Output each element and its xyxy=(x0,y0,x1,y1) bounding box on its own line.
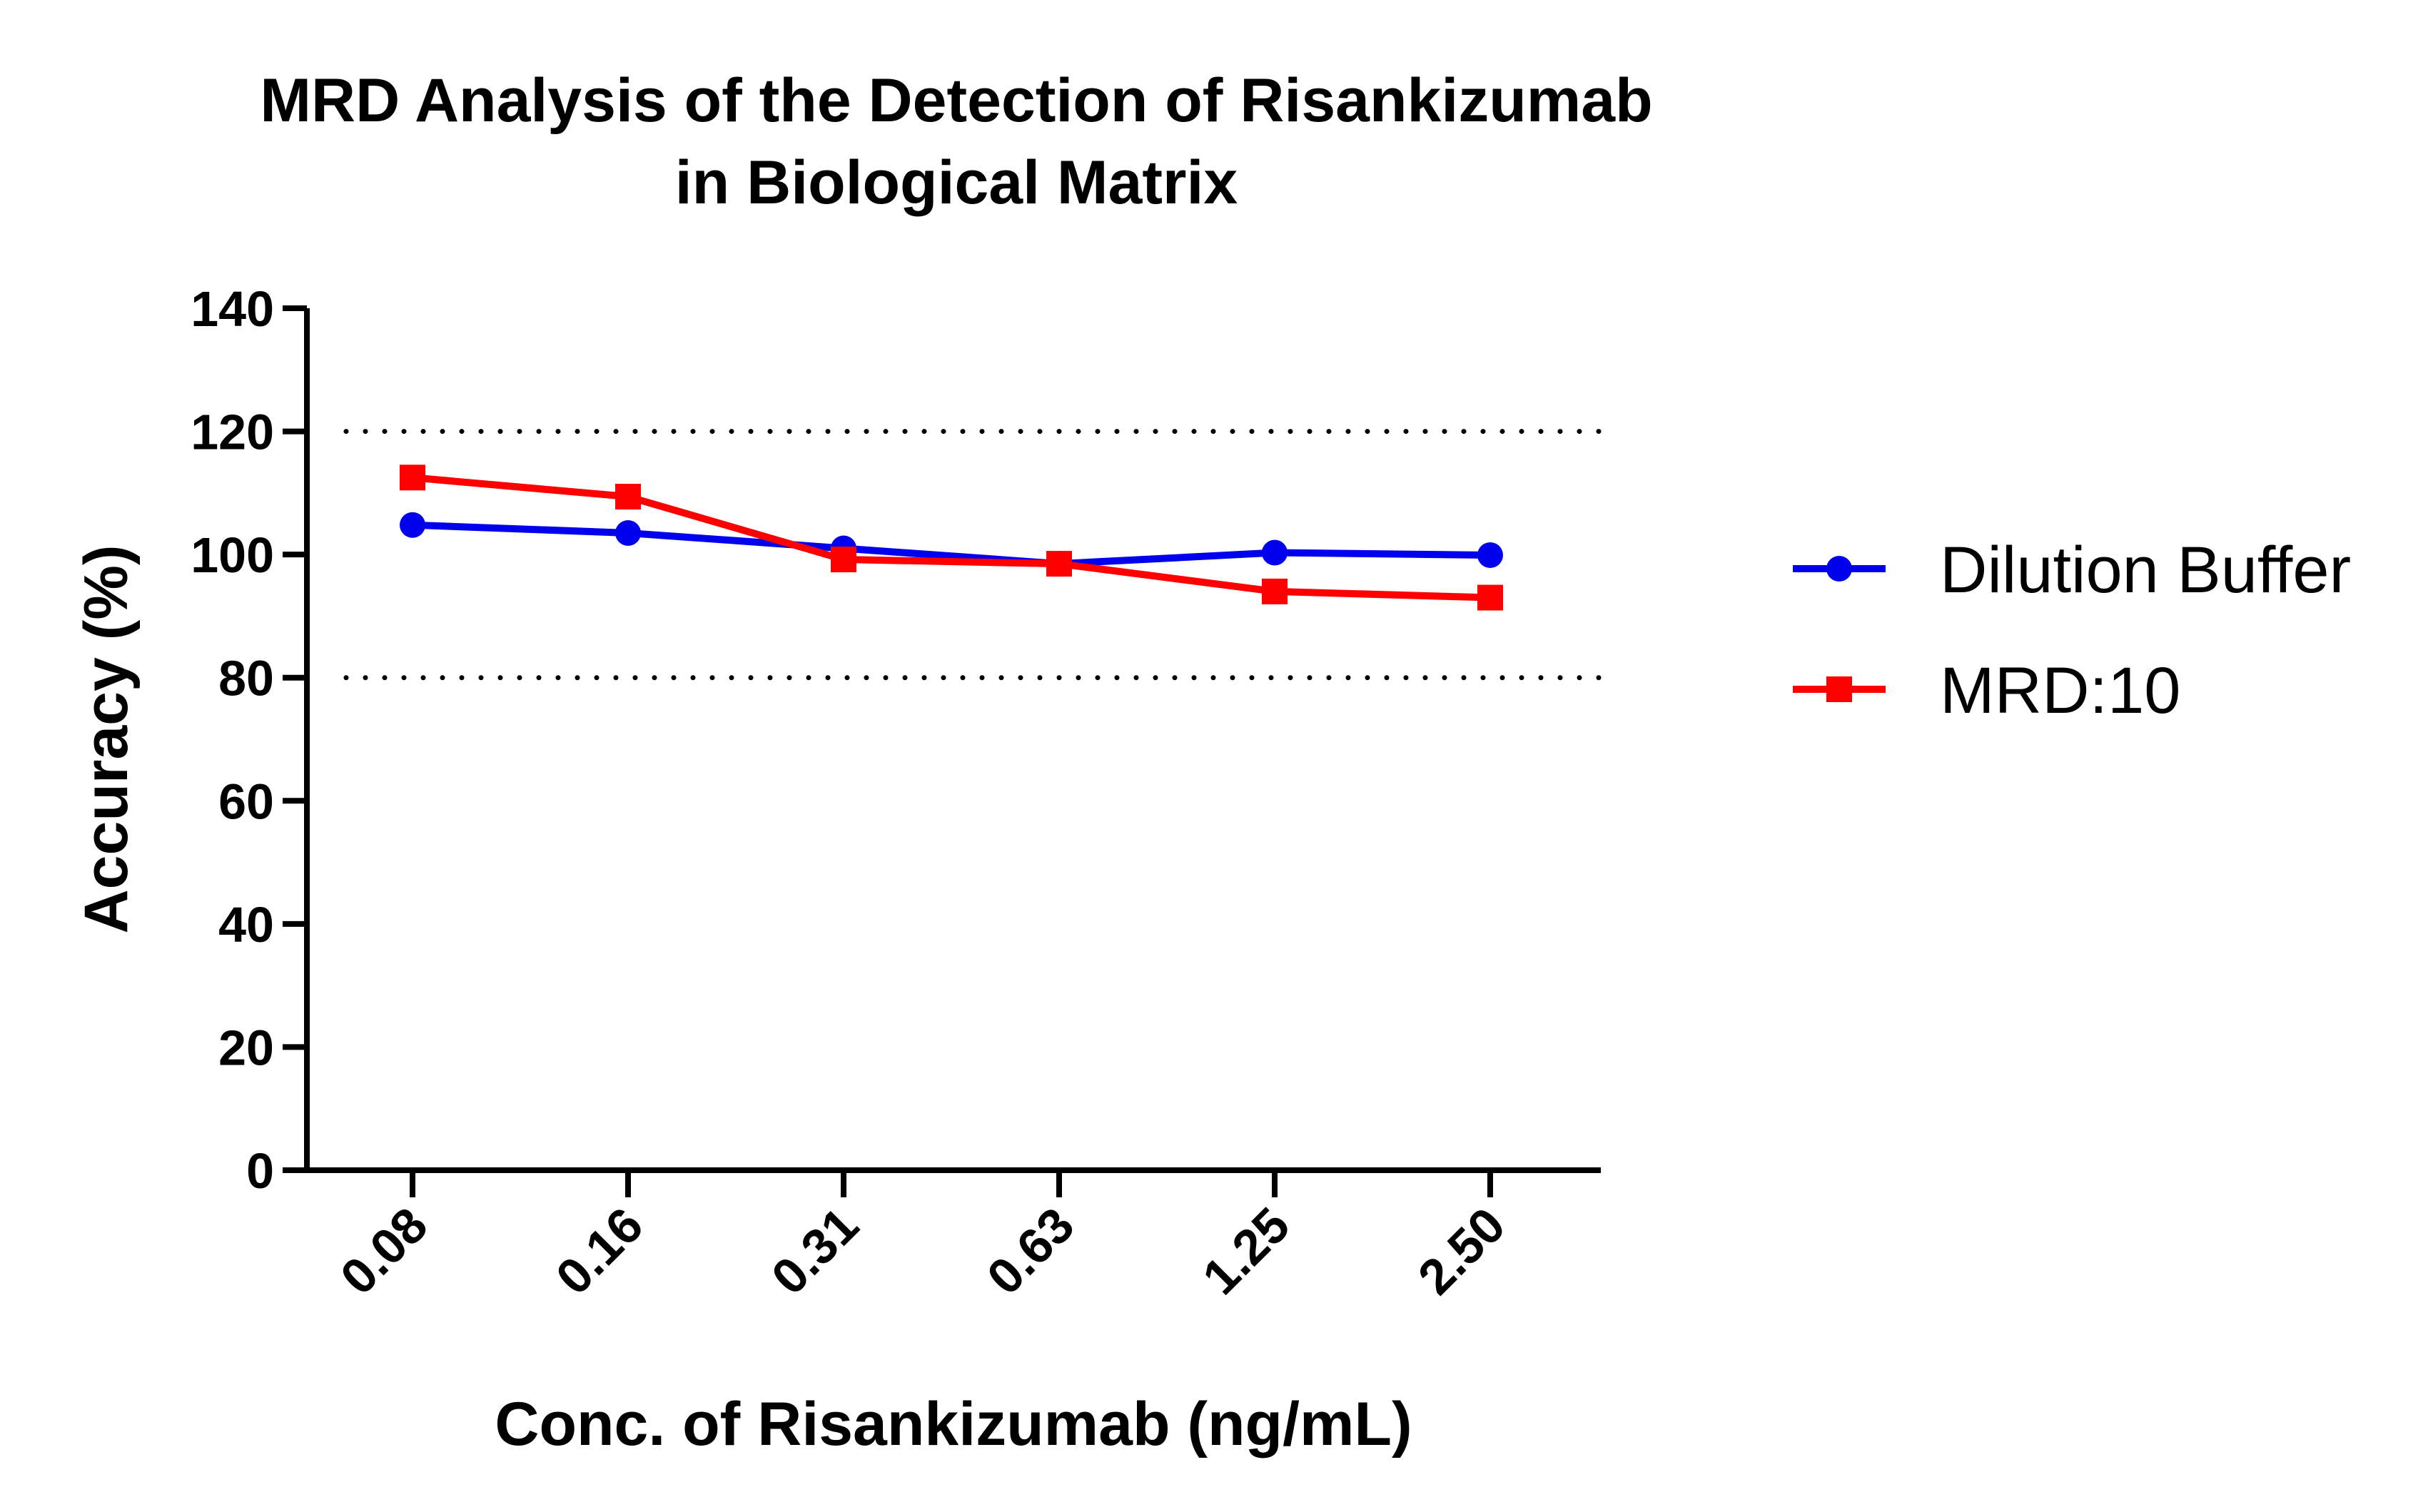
data-point xyxy=(1262,578,1288,604)
x-axis-label: Conc. of Risankizumab (ng/mL) xyxy=(495,1390,1412,1458)
data-point xyxy=(400,512,425,538)
data-point xyxy=(615,519,641,546)
chart-title-line-1: MRD Analysis of the Detection of Risanki… xyxy=(260,66,1652,135)
x-tick-label: 0.63 xyxy=(976,1197,1084,1304)
y-axis-ticks: 0 20 40 60 80 100 120 140 xyxy=(191,281,307,1199)
series-1 xyxy=(400,512,1503,577)
y-tick-label: 100 xyxy=(191,527,274,583)
x-tick-label: 1.25 xyxy=(1192,1197,1300,1304)
x-tick-label: 0.16 xyxy=(545,1197,653,1304)
y-tick-label: 80 xyxy=(218,651,274,706)
y-tick-label: 120 xyxy=(191,405,274,460)
chart-title: MRD Analysis of the Detection of Risanki… xyxy=(260,66,1652,217)
y-tick-label: 20 xyxy=(218,1020,274,1075)
axes xyxy=(304,308,1601,1173)
legend-label: Dilution Buffer xyxy=(1940,534,2351,607)
x-tick-label: 0.08 xyxy=(330,1197,437,1304)
legend-item: Dilution Buffer xyxy=(1793,534,2351,607)
data-point xyxy=(400,465,425,491)
data-point xyxy=(615,484,641,510)
x-tick-label: 0.31 xyxy=(761,1197,869,1304)
data-point xyxy=(1477,584,1503,611)
legend-marker xyxy=(1826,676,1852,702)
legend-marker xyxy=(1826,556,1852,582)
y-tick-label: 40 xyxy=(218,897,274,953)
chart-title-line-2: in Biological Matrix xyxy=(675,148,1238,217)
series-line xyxy=(412,521,1491,568)
data-point xyxy=(1477,542,1503,569)
y-tick-label: 140 xyxy=(191,281,274,337)
series-layer xyxy=(400,465,1503,611)
legend: Dilution Buffer MRD:10 xyxy=(1793,534,2351,727)
x-tick-label: 2.50 xyxy=(1407,1197,1515,1304)
data-point xyxy=(1262,539,1288,566)
series-2 xyxy=(400,465,1503,611)
y-axis-label: Accuracy (%) xyxy=(72,545,141,934)
data-point xyxy=(831,547,856,573)
legend-label: MRD:10 xyxy=(1940,654,2180,727)
data-point xyxy=(1046,551,1072,577)
series-line xyxy=(412,474,1491,602)
x-axis-ticks: 0.08 0.16 0.31 0.63 1.25 2.50 xyxy=(330,1170,1516,1305)
legend-item: MRD:10 xyxy=(1793,654,2180,727)
y-tick-label: 60 xyxy=(218,773,274,829)
y-tick-label: 0 xyxy=(246,1143,274,1199)
